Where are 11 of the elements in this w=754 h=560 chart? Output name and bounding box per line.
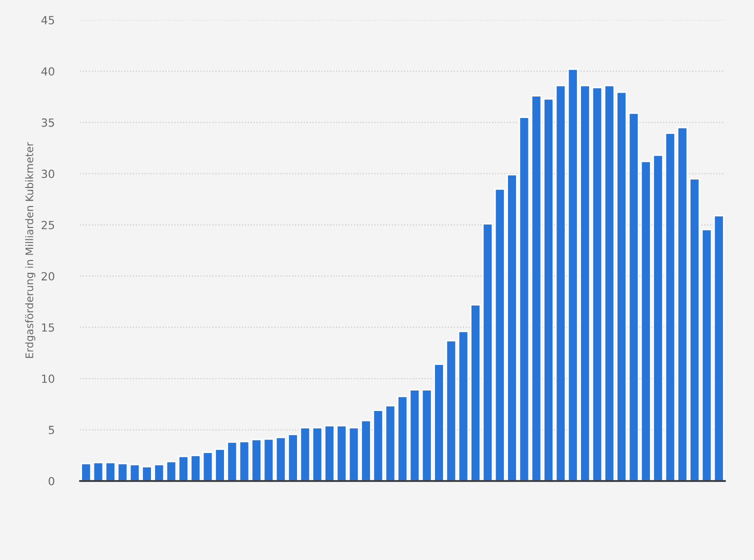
y-tick-label: 0 bbox=[48, 476, 54, 486]
y-tick-label: 45 bbox=[41, 16, 54, 24]
y-tick-label: 30 bbox=[42, 170, 54, 178]
y-tick-label: 15 bbox=[42, 323, 54, 332]
y-tick-label: 35 bbox=[42, 118, 54, 127]
y-tick-label: 5 bbox=[48, 426, 54, 434]
y-tick-label: 10 bbox=[42, 374, 54, 383]
y-tick-label: 20 bbox=[42, 272, 54, 280]
y-axis-title: Erdgasförderung in Milliarden Kubikmeter bbox=[25, 142, 36, 358]
y-tick-label: 25 bbox=[42, 220, 54, 230]
y-tick-label: 40 bbox=[41, 67, 54, 76]
